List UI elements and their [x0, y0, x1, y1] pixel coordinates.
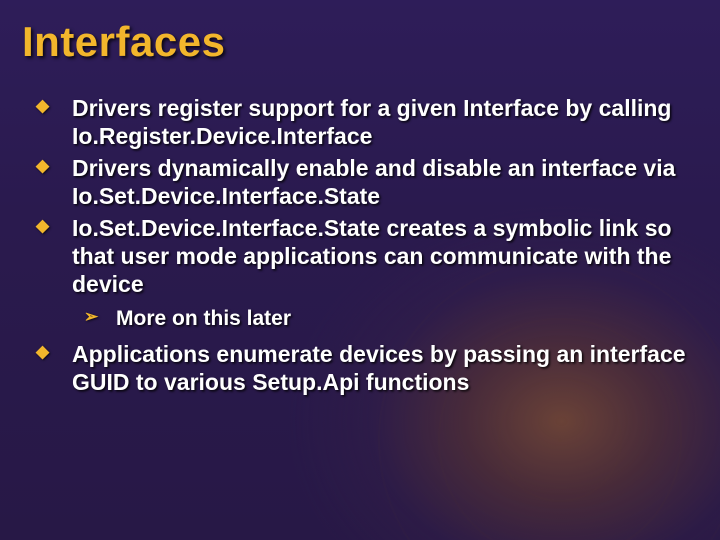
slide-title: Interfaces	[22, 18, 692, 66]
sub-bullet-item: More on this later	[72, 306, 692, 332]
bullet-text: Drivers register support for a given Int…	[72, 95, 671, 149]
bullet-text: Drivers dynamically enable and disable a…	[72, 155, 675, 209]
bullet-text: Io.Set.Device.Interface.State creates a …	[72, 215, 672, 297]
sub-bullet-list: More on this later	[72, 306, 692, 332]
bullet-item: Drivers register support for a given Int…	[32, 94, 692, 150]
bullet-item: Drivers dynamically enable and disable a…	[32, 154, 692, 210]
slide: Interfaces Drivers register support for …	[0, 0, 720, 540]
sub-bullet-text: More on this later	[116, 307, 291, 330]
bullet-item: Applications enumerate devices by passin…	[32, 340, 692, 396]
bullet-list: Drivers register support for a given Int…	[28, 94, 692, 396]
bullet-text: Applications enumerate devices by passin…	[72, 341, 686, 395]
bullet-item: Io.Set.Device.Interface.State creates a …	[32, 214, 692, 332]
